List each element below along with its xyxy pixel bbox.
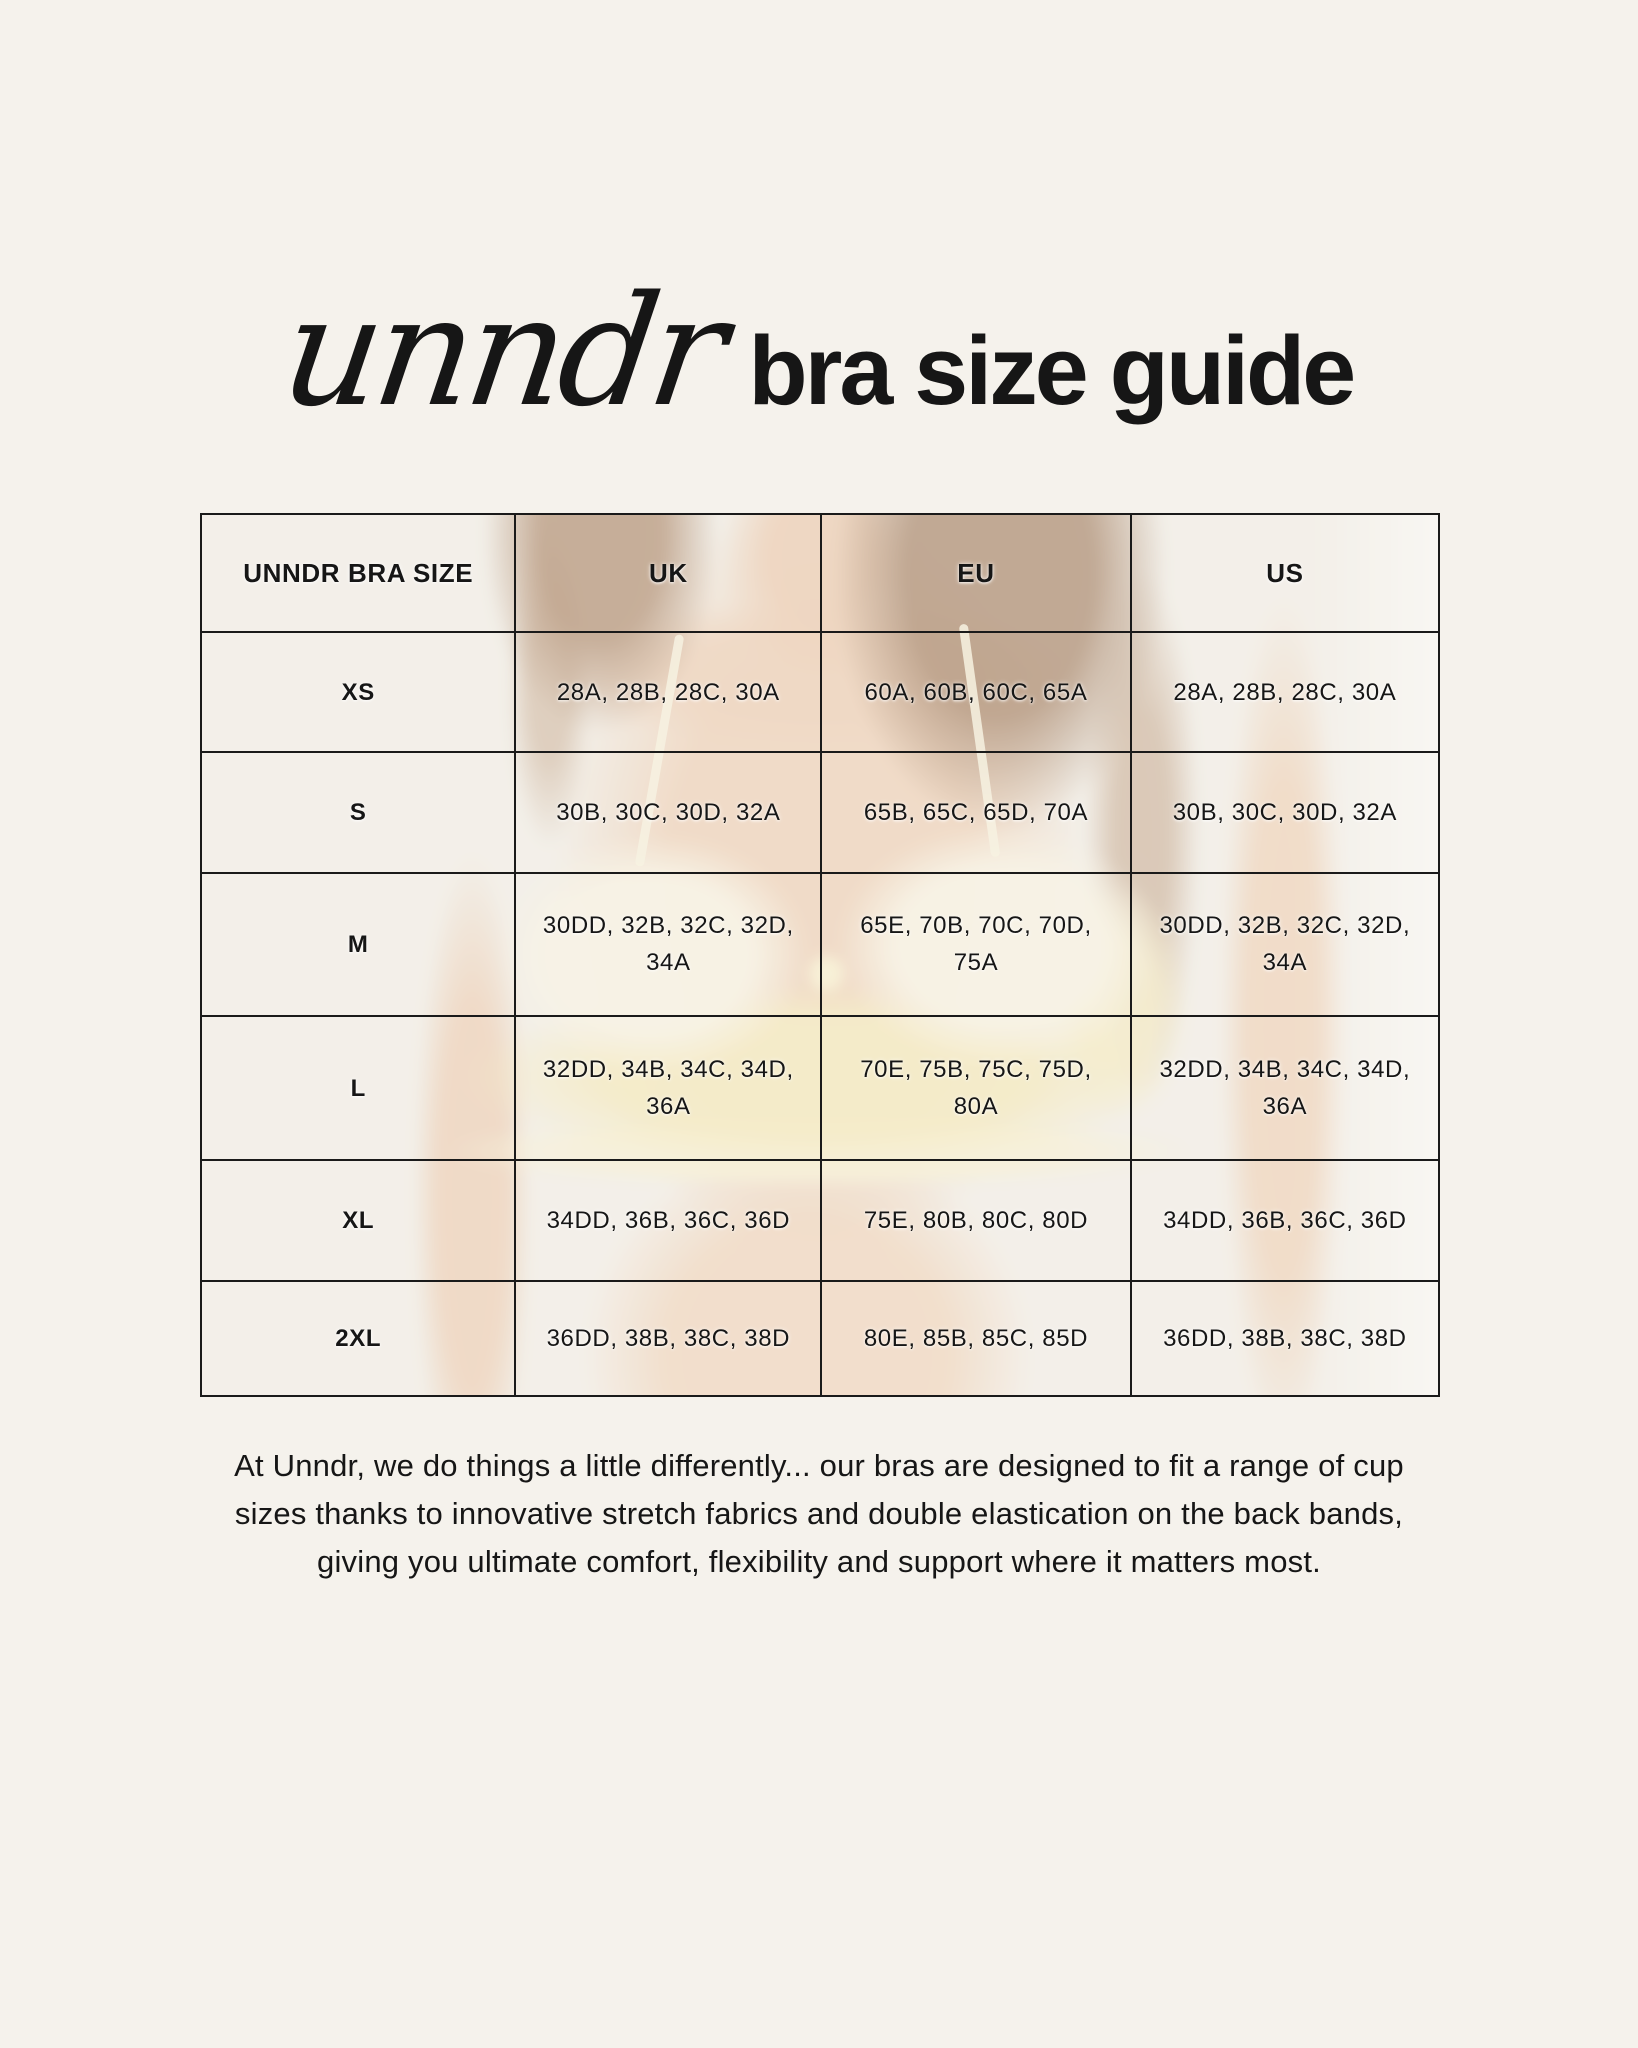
- us-sizes-cell: 30DD, 32B, 32C, 32D, 34A: [1129, 871, 1441, 1018]
- eu-sizes-cell: 80E, 85B, 85C, 85D: [820, 1279, 1132, 1398]
- column-header-unndr-bra-size: UNNDR BRA SIZE: [199, 513, 517, 633]
- table-row-xs: XS 28A, 28B, 28C, 30A 60A, 60B, 60C, 65A…: [199, 630, 1441, 754]
- size-label-cell: M: [199, 871, 517, 1018]
- uk-sizes-cell: 30B, 30C, 30D, 32A: [514, 751, 823, 874]
- size-label-cell: 2XL: [199, 1279, 517, 1398]
- us-sizes-cell: 34DD, 36B, 36C, 36D: [1129, 1159, 1441, 1282]
- us-sizes-cell: 36DD, 38B, 38C, 38D: [1129, 1279, 1441, 1398]
- uk-sizes-cell: 30DD, 32B, 32C, 32D, 34A: [514, 871, 823, 1018]
- eu-sizes-cell: 65E, 70B, 70C, 70D, 75A: [820, 871, 1132, 1018]
- table-row-l: L 32DD, 34B, 34C, 34D, 36A 70E, 75B, 75C…: [199, 1014, 1441, 1162]
- table-row-2xl: 2XL 36DD, 38B, 38C, 38D 80E, 85B, 85C, 8…: [199, 1279, 1441, 1398]
- page-title-text: bra size guide: [748, 316, 1356, 425]
- table-row-s: S 30B, 30C, 30D, 32A 65B, 65C, 65D, 70A …: [199, 751, 1441, 874]
- column-header-us: US: [1129, 513, 1441, 633]
- table-header-row: UNNDR BRA SIZE UK EU US: [199, 513, 1441, 633]
- us-sizes-cell: 32DD, 34B, 34C, 34D, 36A: [1129, 1014, 1441, 1162]
- description-text: At Unndr, we do things a little differen…: [234, 1448, 1404, 1579]
- table-row-m: M 30DD, 32B, 32C, 32D, 34A 65E, 70B, 70C…: [199, 871, 1441, 1018]
- eu-sizes-cell: 75E, 80B, 80C, 80D: [820, 1159, 1132, 1282]
- brand-logo-script: unndr: [272, 263, 731, 440]
- size-label-cell: S: [199, 751, 517, 874]
- eu-sizes-cell: 65B, 65C, 65D, 70A: [820, 751, 1132, 874]
- uk-sizes-cell: 32DD, 34B, 34C, 34D, 36A: [514, 1014, 823, 1162]
- eu-sizes-cell: 60A, 60B, 60C, 65A: [820, 630, 1132, 754]
- column-header-uk: UK: [514, 513, 823, 633]
- us-sizes-cell: 30B, 30C, 30D, 32A: [1129, 751, 1441, 874]
- size-label-cell: XL: [199, 1159, 517, 1282]
- column-header-eu: EU: [820, 513, 1132, 633]
- eu-sizes-cell: 70E, 75B, 75C, 75D, 80A: [820, 1014, 1132, 1162]
- size-label-cell: XS: [199, 630, 517, 754]
- uk-sizes-cell: 28A, 28B, 28C, 30A: [514, 630, 823, 754]
- us-sizes-cell: 28A, 28B, 28C, 30A: [1129, 630, 1441, 754]
- bra-size-table: UNNDR BRA SIZE UK EU US XS 28A, 28B, 28C…: [199, 513, 1441, 1398]
- uk-sizes-cell: 34DD, 36B, 36C, 36D: [514, 1159, 823, 1282]
- page-title: unndr bra size guide: [0, 263, 1638, 440]
- table-row-xl: XL 34DD, 36B, 36C, 36D 75E, 80B, 80C, 80…: [199, 1159, 1441, 1282]
- size-label-cell: L: [199, 1014, 517, 1162]
- uk-sizes-cell: 36DD, 38B, 38C, 38D: [514, 1279, 823, 1398]
